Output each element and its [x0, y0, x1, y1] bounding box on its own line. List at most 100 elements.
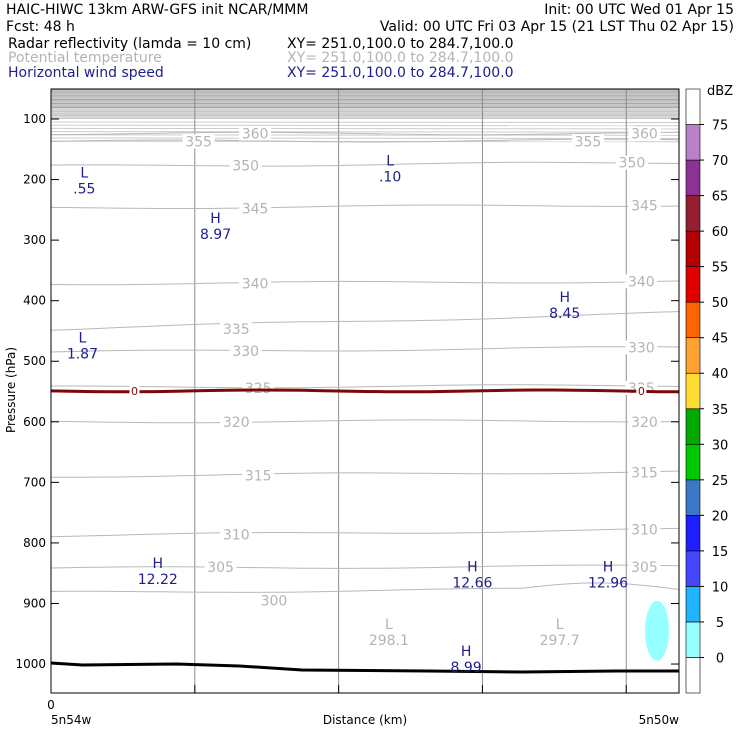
colorbar-label: 55	[712, 261, 729, 276]
extremum-letter: H	[603, 559, 614, 575]
extremum-value: 298.1	[369, 633, 409, 649]
theta-label-bg	[628, 522, 661, 537]
freezing-label-bg	[636, 384, 647, 397]
y-tick-label: 400	[23, 294, 46, 308]
extrema-markers: L.55L.10H8.97H8.45L1.87H12.22H12.66H12.9…	[67, 154, 628, 677]
field-title-wind-speed: Horizontal wind speed	[8, 65, 164, 81]
theta-label-bg	[625, 340, 658, 355]
colorbar-label: 30	[712, 438, 729, 453]
theta-label-355: 355	[575, 134, 602, 150]
colorbar-unit: dBZ	[707, 84, 733, 99]
colorbar-label: 20	[712, 509, 729, 524]
theta-label-bg	[628, 126, 661, 141]
header-valid-time: Valid: 00 UTC Fri 03 Apr 15 (21 LST Thu …	[380, 19, 734, 35]
colorbar-label: 65	[712, 190, 729, 205]
colorbar-swatch	[685, 301, 701, 339]
upper-contour-line	[50, 124, 680, 127]
theta-contour-310	[50, 527, 680, 538]
y-tick-label: 100	[23, 112, 46, 126]
colorbar-swatch	[685, 159, 701, 196]
theta-label-350: 350	[619, 156, 646, 172]
extremum-value: 12.66	[452, 575, 492, 591]
extremum-value: 8.97	[200, 227, 231, 243]
theta-label-bg	[229, 343, 262, 358]
freezing-level-label: 0	[131, 385, 138, 398]
theta-contours	[50, 131, 680, 593]
extremum-letter: H	[210, 211, 221, 227]
y-tick-label: 600	[23, 415, 46, 429]
theta-label-bg	[204, 560, 237, 575]
freezing-level-path	[50, 388, 680, 394]
reflectivity-echo	[645, 600, 670, 661]
colorbar-label: 0	[716, 651, 724, 666]
extremum-letter: H	[461, 644, 472, 660]
extremum-letter: L	[386, 154, 394, 170]
colorbar-label: 15	[712, 545, 729, 560]
colorbar-swatch	[685, 408, 701, 445]
extremum-value: 12.96	[588, 575, 628, 591]
theta-label-305: 305	[631, 560, 658, 576]
extremum-letter: L	[556, 617, 564, 633]
theta-contour-350	[50, 161, 680, 167]
y-tick-label: 500	[23, 354, 46, 368]
theta-label-bg	[628, 560, 661, 575]
colorbar-swatch	[685, 621, 701, 658]
upper-contour-line	[50, 131, 680, 133]
colorbar-swatch	[685, 372, 701, 410]
theta-label-330: 330	[232, 344, 259, 360]
theta-label-335: 335	[223, 322, 250, 338]
extremum-value: 8.99	[451, 660, 482, 676]
terrain-surface-path	[50, 661, 679, 674]
theta-contour-330	[50, 346, 680, 353]
colorbar-swatch	[685, 657, 701, 694]
theta-label-bg	[229, 158, 262, 173]
colorbar-swatch	[685, 515, 701, 552]
theta-contour-315	[51, 470, 680, 478]
theta-label-330: 330	[628, 340, 655, 356]
y-tick-label: 700	[23, 475, 46, 489]
freezing-label-bg	[129, 384, 140, 397]
freezing-level-label: 0	[638, 385, 645, 398]
field-title-potential-temperature: Potential temperature	[8, 50, 162, 66]
colorbar-swatch	[685, 337, 701, 374]
theta-label-340: 340	[628, 274, 655, 290]
theta-contour-320	[50, 419, 680, 424]
theta-contour-325	[50, 384, 680, 389]
y-tick-label: 1000	[15, 657, 46, 671]
x-right-location: 5n50w	[639, 713, 680, 727]
extremum-letter: L	[80, 166, 88, 182]
extremum-value: 8.45	[549, 306, 580, 322]
theta-label-320: 320	[223, 415, 250, 431]
extremum-letter: H	[559, 290, 570, 306]
theta-contour-305	[50, 564, 680, 569]
colorbar-label: 50	[712, 296, 729, 311]
colorbar-swatch	[685, 195, 701, 232]
colorbar-label: 10	[712, 580, 729, 595]
x-tick-zero: 0	[47, 698, 55, 712]
theta-label-350: 350	[232, 159, 259, 175]
colorbar-swatch	[685, 586, 701, 623]
theta-label-bg	[628, 465, 661, 480]
theta-label-bg	[220, 414, 253, 429]
extremum-letter: H	[467, 559, 478, 575]
colorbar-label: 45	[712, 332, 729, 347]
theta-contour-340	[50, 280, 680, 286]
colorbar-label: 5	[716, 616, 724, 631]
theta-label-310: 310	[631, 523, 658, 539]
theta-label-360: 360	[631, 127, 658, 143]
header-init-time: Init: 00 UTC Wed 01 Apr 15	[544, 2, 734, 18]
y-axis-label: Pressure (hPa)	[4, 347, 18, 433]
theta-label-bg	[220, 322, 253, 337]
header-forecast-hour: Fcst: 48 h	[6, 19, 75, 35]
theta-label-300: 300	[261, 593, 288, 609]
colorbar-swatch	[685, 266, 701, 303]
theta-contour-360	[50, 131, 680, 136]
y-tick-label: 300	[23, 233, 46, 247]
pressure-axis: 100 200 300 400 500 600 700 800 900 1000	[15, 112, 679, 671]
theta-label-bg	[239, 276, 272, 291]
colorbar-swatch	[685, 550, 701, 587]
y-tick-label: 800	[23, 536, 46, 550]
upper-contour-band	[50, 89, 680, 143]
